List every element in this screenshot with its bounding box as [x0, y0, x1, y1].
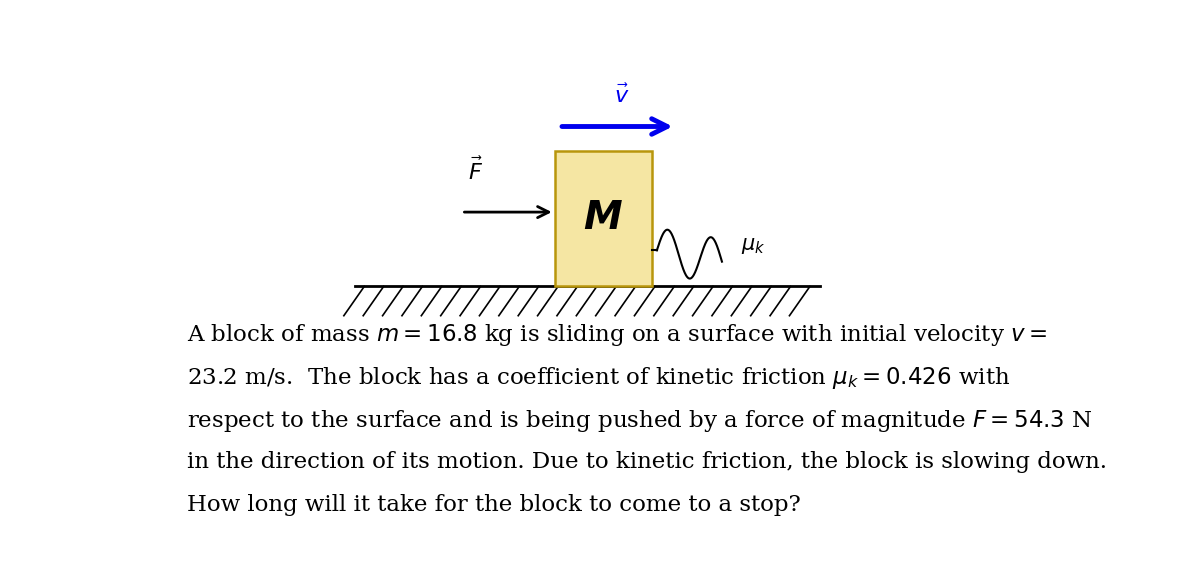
- Text: respect to the surface and is being pushed by a force of magnitude $F = 54.3$ N: respect to the surface and is being push…: [187, 408, 1093, 434]
- Text: $\boldsymbol{M}$: $\boldsymbol{M}$: [583, 200, 623, 238]
- Text: 23.2 m/s.  The block has a coefficient of kinetic friction $\mu_k = 0.426$ with: 23.2 m/s. The block has a coefficient of…: [187, 365, 1010, 391]
- Text: $\vec{v}$: $\vec{v}$: [614, 85, 630, 108]
- Text: $\vec{F}$: $\vec{F}$: [468, 158, 484, 185]
- Text: A block of mass $m = 16.8$ kg is sliding on a surface with initial velocity $v =: A block of mass $m = 16.8$ kg is sliding…: [187, 322, 1048, 349]
- Bar: [554, 152, 653, 287]
- Text: in the direction of its motion. Due to kinetic friction, the block is slowing do: in the direction of its motion. Due to k…: [187, 451, 1108, 473]
- Text: $\mu_k$: $\mu_k$: [740, 236, 766, 256]
- Text: How long will it take for the block to come to a stop?: How long will it take for the block to c…: [187, 494, 800, 515]
